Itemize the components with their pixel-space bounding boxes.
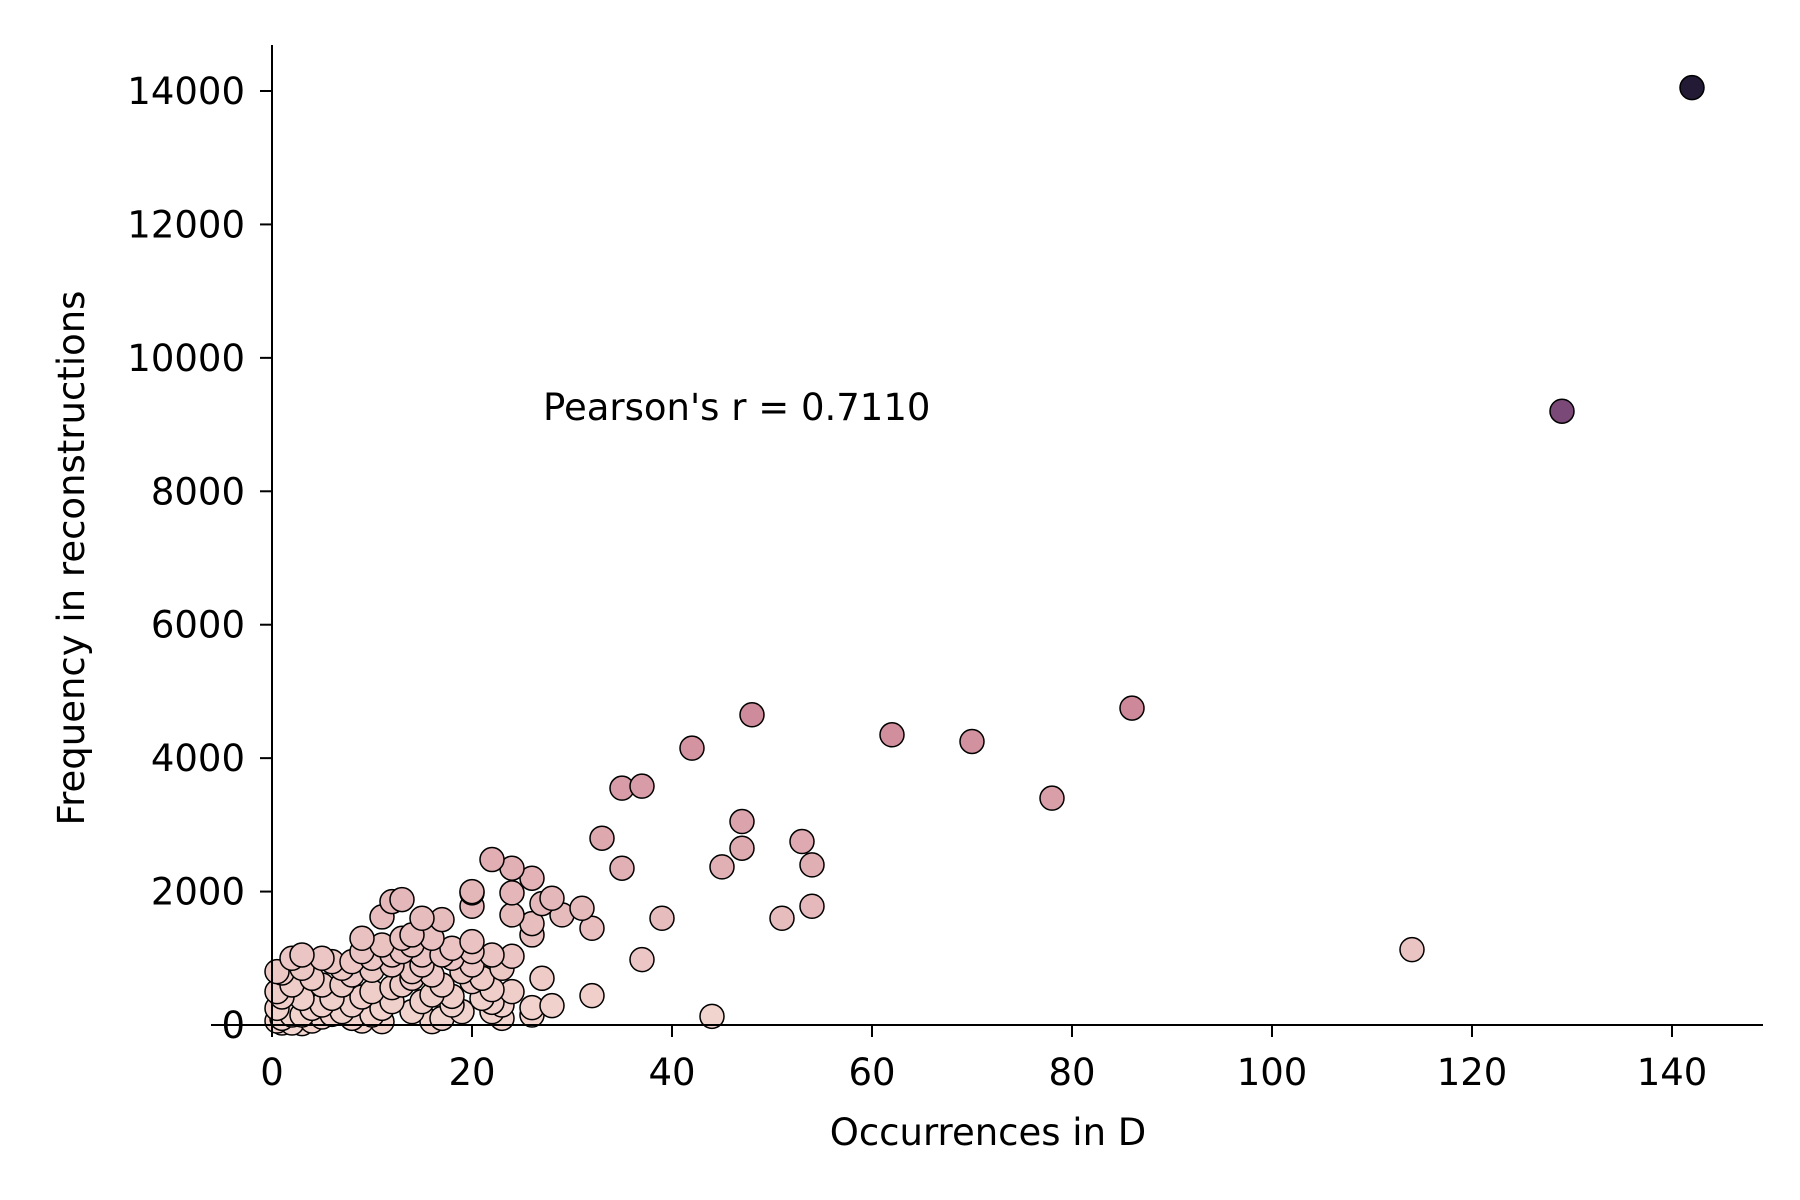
scatter-point <box>1119 695 1145 721</box>
y-axis-title: Frequency in reconstructions <box>50 291 93 826</box>
scatter-point <box>579 915 605 942</box>
scatter-point <box>799 893 825 919</box>
x-tick-label: 140 <box>1637 1051 1708 1094</box>
scatter-point <box>1039 785 1065 811</box>
x-tick-label: 80 <box>1048 1051 1095 1094</box>
y-tick-label: 8000 <box>151 470 245 513</box>
scatter-point <box>1679 74 1705 101</box>
scatter-point <box>1549 398 1575 424</box>
scatter-point <box>589 825 615 851</box>
scatter-point <box>789 828 815 855</box>
y-tick-label: 2000 <box>151 871 245 914</box>
scatter-point <box>959 728 985 755</box>
scatter-point <box>769 905 795 932</box>
y-tick-label: 12000 <box>127 203 245 246</box>
scatter-point <box>729 835 755 861</box>
scatter-point <box>729 808 755 835</box>
x-tick-label: 100 <box>1237 1051 1308 1094</box>
scatter-point <box>739 702 765 728</box>
scatter-point <box>799 852 825 878</box>
scatter-point <box>479 846 505 873</box>
y-tick-label: 0 <box>221 1004 245 1047</box>
scatter-point <box>539 992 565 1019</box>
y-ticks: 0 2000 4000 6000 8000 10000 12000 14000 <box>127 70 272 1047</box>
scatter-point <box>459 878 485 905</box>
scatter-point <box>609 855 635 881</box>
y-tick-label: 6000 <box>151 604 245 647</box>
x-tick-label: 60 <box>848 1051 895 1094</box>
x-tick-label: 120 <box>1437 1051 1508 1094</box>
scatter-point <box>649 905 675 932</box>
scatter-point <box>679 735 705 761</box>
data-points <box>264 74 1705 1037</box>
scatter-point <box>289 942 315 968</box>
pearson-annotation: Pearson's r = 0.7110 <box>543 386 930 429</box>
scatter-point <box>629 773 655 799</box>
x-axis-title: Occurrences in D <box>830 1111 1147 1154</box>
x-tick-label: 20 <box>448 1051 495 1094</box>
x-tick-label: 40 <box>648 1051 695 1094</box>
x-ticks: 0 20 40 60 80 100 120 140 <box>260 1025 1707 1094</box>
x-tick-label: 0 <box>260 1051 284 1094</box>
scatter-point <box>459 928 485 955</box>
scatter-point <box>519 865 545 891</box>
scatter-point <box>349 925 375 952</box>
scatter-point <box>699 1003 725 1030</box>
scatter-point <box>499 902 525 928</box>
axes <box>211 45 1763 1026</box>
scatter-point <box>629 946 655 973</box>
scatter-point <box>1399 936 1425 963</box>
scatter-point <box>499 880 525 906</box>
scatter-point <box>879 722 905 748</box>
scatter-point <box>539 885 565 911</box>
y-tick-label: 10000 <box>127 337 245 380</box>
scatter-point <box>569 895 595 921</box>
scatter-point <box>389 886 415 913</box>
scatter-point <box>579 982 605 1009</box>
scatter-point <box>709 854 735 880</box>
scatter-point <box>409 905 435 932</box>
y-tick-label: 4000 <box>151 737 245 780</box>
y-tick-label: 14000 <box>127 70 245 113</box>
scatter-point <box>529 965 555 992</box>
